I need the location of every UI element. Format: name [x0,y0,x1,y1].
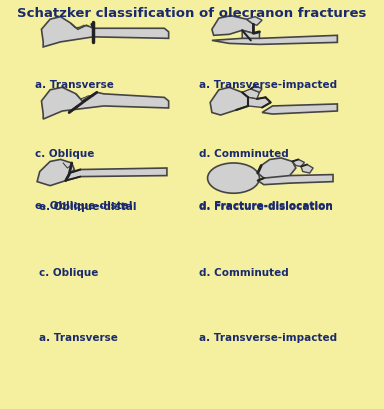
Text: e. Oblique-distal: e. Oblique-distal [39,202,137,211]
Polygon shape [258,159,296,180]
Polygon shape [66,169,167,181]
Text: d. Fracture-dislocation: d. Fracture-dislocation [199,200,333,210]
Text: a. Transverse-impacted: a. Transverse-impacted [199,79,337,90]
Text: a. Transverse: a. Transverse [35,79,113,90]
Circle shape [208,164,260,194]
Text: a. Transverse-impacted: a. Transverse-impacted [199,333,337,343]
Polygon shape [292,160,305,167]
Polygon shape [258,175,333,185]
Polygon shape [41,88,169,120]
Polygon shape [212,36,338,45]
Polygon shape [242,31,260,41]
Text: a. Transverse: a. Transverse [39,333,118,343]
Polygon shape [251,87,262,93]
Text: d. Comminuted: d. Comminuted [199,267,288,278]
Polygon shape [41,18,169,48]
Text: d. Comminuted: d. Comminuted [199,148,289,158]
Text: c. Oblique: c. Oblique [35,148,94,158]
Text: d. Fracture-dislocation: d. Fracture-dislocation [199,202,333,211]
Text: Schatzker classification of olecranon fractures: Schatzker classification of olecranon fr… [17,7,367,20]
Polygon shape [262,105,338,115]
Polygon shape [37,160,74,186]
Text: e. Oblique-distal: e. Oblique-distal [35,200,132,210]
Polygon shape [210,88,248,116]
Polygon shape [247,18,262,26]
Polygon shape [248,98,271,108]
Polygon shape [212,17,253,36]
Polygon shape [301,165,313,174]
Text: c. Oblique: c. Oblique [39,267,99,278]
Polygon shape [242,90,260,100]
